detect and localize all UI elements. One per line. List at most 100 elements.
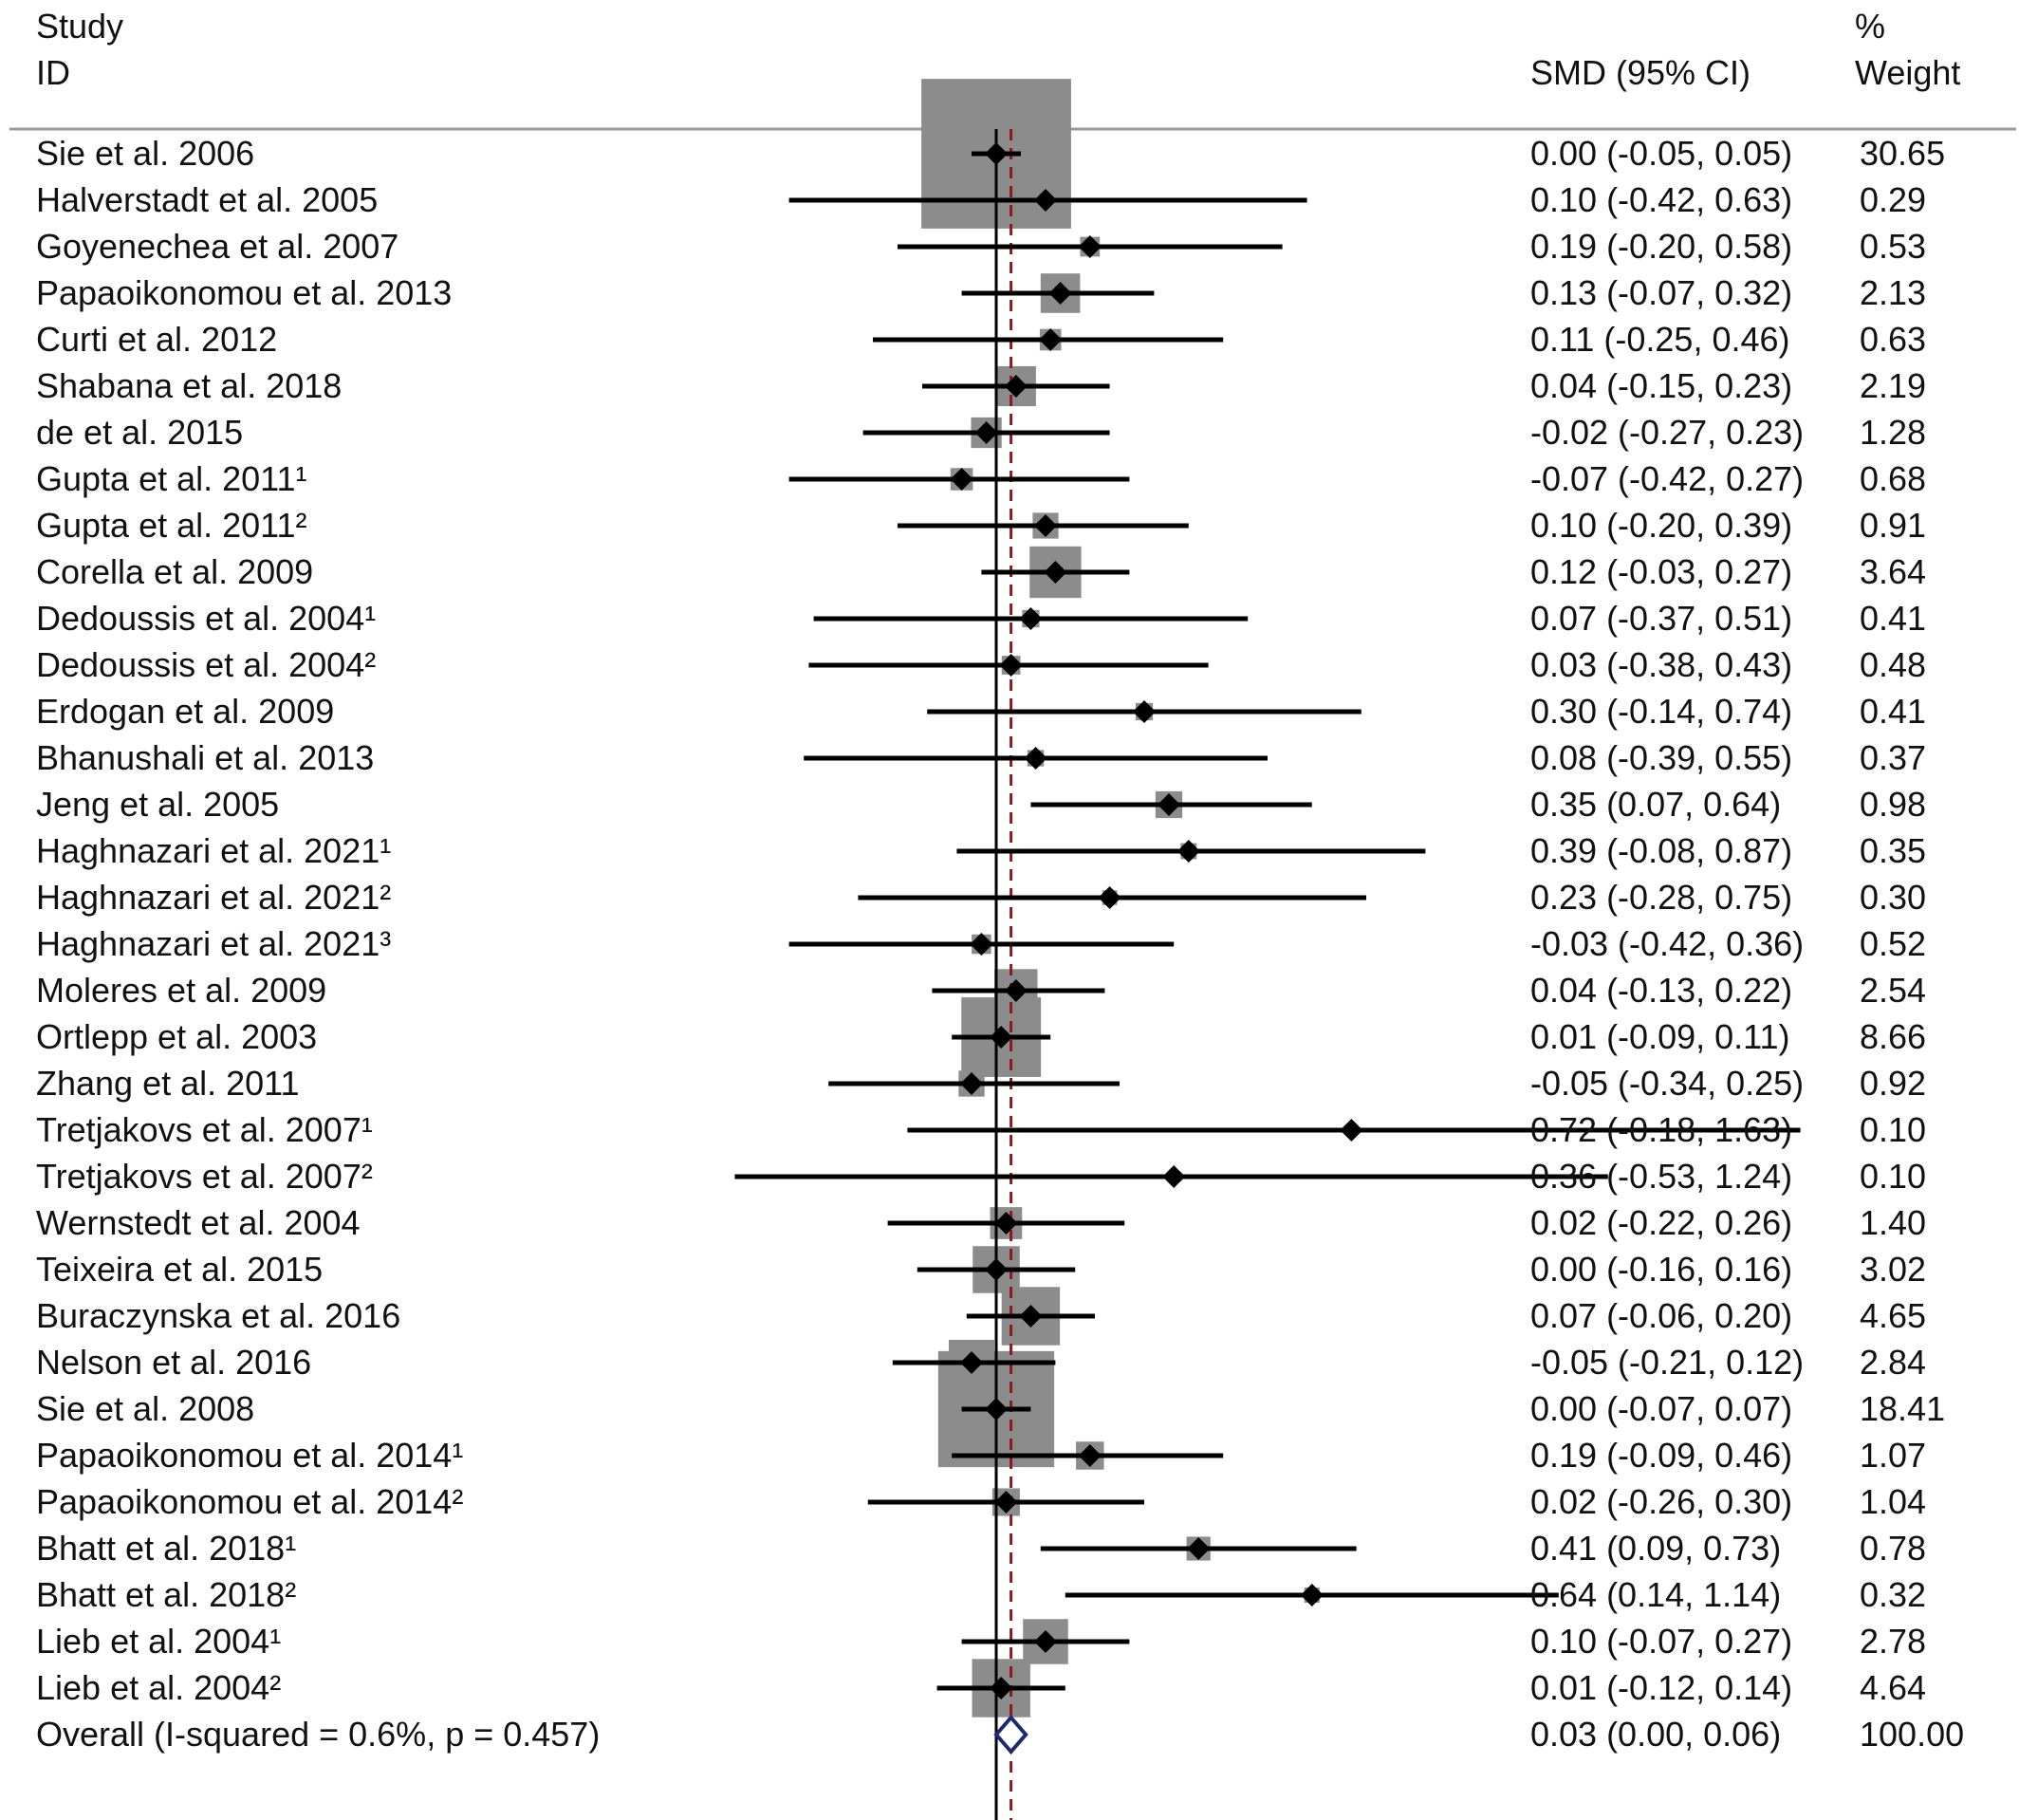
point-estimate [994, 1491, 1018, 1514]
point-estimate [950, 468, 973, 491]
point-estimate [1019, 607, 1043, 630]
point-estimate [970, 933, 993, 956]
weight-value: 2.13 [1860, 273, 1926, 312]
study-label: Lieb et al. 2004² [36, 1668, 281, 1707]
weight-value: 0.92 [1860, 1064, 1926, 1103]
study-label: Gupta et al. 2011¹ [36, 459, 307, 498]
smd-ci-value: 0.72 (-0.18, 1.63) [1530, 1110, 1792, 1149]
smd-ci-value: 0.12 (-0.03, 0.27) [1530, 552, 1792, 591]
point-estimate [1004, 375, 1028, 398]
weight-value: 0.35 [1860, 831, 1926, 870]
study-label: Ortlepp et al. 2003 [36, 1017, 317, 1056]
study-label: Tretjakovs et al. 2007² [36, 1157, 373, 1196]
smd-ci-value: 0.19 (-0.09, 0.46) [1530, 1436, 1792, 1475]
study-label: Haghnazari et al. 2021² [36, 878, 391, 917]
study-label: Sie et al. 2006 [36, 134, 254, 173]
header-smd-ci: SMD (95% CI) [1530, 53, 1750, 92]
point-estimate [1034, 189, 1057, 212]
study-label: Halverstadt et al. 2005 [36, 180, 378, 219]
study-label: Papaoikonomou et al. 2014² [36, 1482, 463, 1521]
point-estimate [994, 1212, 1018, 1235]
smd-ci-value: 0.02 (-0.26, 0.30) [1530, 1482, 1792, 1521]
weight-value: 0.78 [1860, 1529, 1926, 1568]
study-label: Teixeira et al. 2015 [36, 1250, 323, 1289]
point-estimate [1039, 328, 1063, 351]
overall-smd-ci-value: 0.03 (0.00, 0.06) [1530, 1715, 1781, 1754]
point-estimate [974, 421, 998, 444]
study-label: Papaoikonomou et al. 2013 [36, 273, 452, 312]
point-estimate [1176, 840, 1200, 863]
smd-ci-value: 0.00 (-0.07, 0.07) [1530, 1389, 1792, 1428]
weight-value: 2.19 [1860, 366, 1926, 405]
weight-value: 0.63 [1860, 320, 1926, 359]
smd-ci-value: 0.10 (-0.07, 0.27) [1530, 1622, 1792, 1661]
weight-value: 18.41 [1860, 1389, 1945, 1428]
smd-ci-value: 0.10 (-0.20, 0.39) [1530, 506, 1792, 545]
point-estimate [985, 1258, 1008, 1281]
weight-value: 3.02 [1860, 1250, 1926, 1289]
weight-value: 0.10 [1860, 1157, 1926, 1196]
point-estimate [999, 654, 1023, 677]
smd-ci-value: 0.41 (0.09, 0.73) [1530, 1529, 1781, 1568]
point-estimate [1098, 886, 1121, 909]
weight-value: 4.64 [1860, 1668, 1926, 1707]
point-estimate [1300, 1584, 1324, 1606]
smd-ci-value: 0.04 (-0.13, 0.22) [1530, 971, 1792, 1010]
weight-value: 0.41 [1860, 599, 1926, 638]
smd-ci-value: 0.64 (0.14, 1.14) [1530, 1575, 1781, 1614]
header-study: Study [36, 7, 123, 46]
study-label: Erdogan et al. 2009 [36, 692, 334, 731]
overall-label: Overall (I-squared = 0.6%, p = 0.457) [36, 1715, 600, 1754]
weight-value: 1.04 [1860, 1482, 1926, 1521]
study-label: Bhanushali et al. 2013 [36, 738, 374, 777]
point-estimate [1004, 979, 1028, 1002]
smd-ci-value: 0.07 (-0.06, 0.20) [1530, 1296, 1792, 1335]
study-label: Bhatt et al. 2018¹ [36, 1529, 296, 1568]
smd-ci-value: 0.36 (-0.53, 1.24) [1530, 1157, 1792, 1196]
weight-value: 0.41 [1860, 692, 1926, 731]
header-id: ID [36, 53, 70, 92]
study-label: Dedoussis et al. 2004² [36, 645, 376, 684]
smd-ci-value: 0.11 (-0.25, 0.46) [1530, 320, 1790, 359]
point-estimate [1078, 1444, 1102, 1467]
weight-value: 2.54 [1860, 971, 1926, 1010]
smd-ci-value: 0.23 (-0.28, 0.75) [1530, 878, 1792, 917]
weight-value: 0.10 [1860, 1110, 1926, 1149]
weight-value: 30.65 [1860, 134, 1945, 173]
study-label: Lieb et al. 2004¹ [36, 1622, 281, 1661]
overall-diamond [993, 1714, 1028, 1755]
weight-value: 0.98 [1860, 785, 1926, 824]
smd-ci-value: 0.00 (-0.05, 0.05) [1530, 134, 1792, 173]
point-estimate [1019, 1305, 1043, 1328]
study-label: Buraczynska et al. 2016 [36, 1296, 400, 1335]
study-table: Sie et al. 2006 0.00 (-0.05, 0.05) 30.65 Ha… [36, 134, 1964, 1754]
point-estimate [1133, 700, 1156, 723]
smd-ci-value: 0.01 (-0.09, 0.11) [1530, 1017, 1790, 1056]
smd-ci-value: -0.02 (-0.27, 0.23) [1530, 413, 1804, 452]
smd-ci-value: 0.00 (-0.16, 0.16) [1530, 1250, 1792, 1289]
point-estimate [1044, 561, 1067, 584]
smd-ci-value: 0.30 (-0.14, 0.74) [1530, 692, 1792, 731]
study-label: Sie et al. 2008 [36, 1389, 254, 1428]
smd-ci-value: 0.01 (-0.12, 0.14) [1530, 1668, 1792, 1707]
smd-ci-value: 0.04 (-0.15, 0.23) [1530, 366, 1792, 405]
smd-ci-value: -0.07 (-0.42, 0.27) [1530, 459, 1804, 498]
weight-value: 0.29 [1860, 180, 1926, 219]
point-estimate [960, 1072, 983, 1095]
study-label: Zhang et al. 2011 [36, 1064, 300, 1103]
weight-value: 1.07 [1860, 1436, 1926, 1475]
point-estimate [1162, 1165, 1186, 1188]
weight-value: 3.64 [1860, 552, 1926, 591]
study-label: Shabana et al. 2018 [36, 366, 342, 405]
smd-ci-value: 0.07 (-0.37, 0.51) [1530, 599, 1792, 638]
smd-ci-value: -0.05 (-0.21, 0.12) [1530, 1343, 1804, 1382]
study-estimates [734, 142, 1801, 1755]
smd-ci-value: 0.08 (-0.39, 0.55) [1530, 738, 1792, 777]
point-estimate [960, 1351, 983, 1374]
study-label: Papaoikonomou et al. 2014¹ [36, 1436, 463, 1475]
study-label: Nelson et al. 2016 [36, 1343, 311, 1382]
point-estimate [1024, 747, 1047, 770]
reference-lines [994, 129, 1013, 1820]
point-estimate [1034, 1630, 1057, 1653]
